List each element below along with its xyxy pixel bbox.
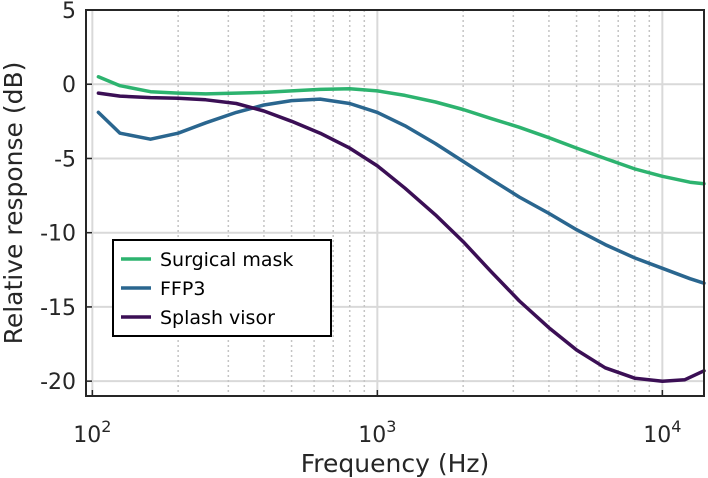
y-tick-label: -5 [54,147,76,172]
series-line-3 [96,91,706,383]
y-axis-label: Relative response (dB) [0,62,28,345]
series-line-1 [96,75,706,186]
series-lines [96,75,706,383]
y-tick-label: 0 [62,73,76,98]
x-tick-label: 103 [358,417,396,448]
y-tick-label: -10 [40,222,76,247]
legend-label-1: Surgical mask [160,249,293,271]
x-axis-label: Frequency (Hz) [301,449,490,478]
y-tick-label: 5 [62,0,76,24]
legend-label-2: FFP3 [160,278,205,300]
y-tick-label: -15 [40,296,76,321]
series-line-2 [96,97,706,285]
x-tick-label: 104 [643,417,681,448]
grid-lines [86,9,704,396]
x-tick-label: 102 [73,417,111,448]
legend: Surgical mask FFP3 Splash visor [112,239,332,337]
tick-labels: 5 0 -5 -10 -15 -20 102 103 104 [40,0,681,448]
plot-frame [85,9,705,397]
y-tick-label: -20 [40,370,76,395]
legend-label-3: Splash visor [160,307,275,329]
